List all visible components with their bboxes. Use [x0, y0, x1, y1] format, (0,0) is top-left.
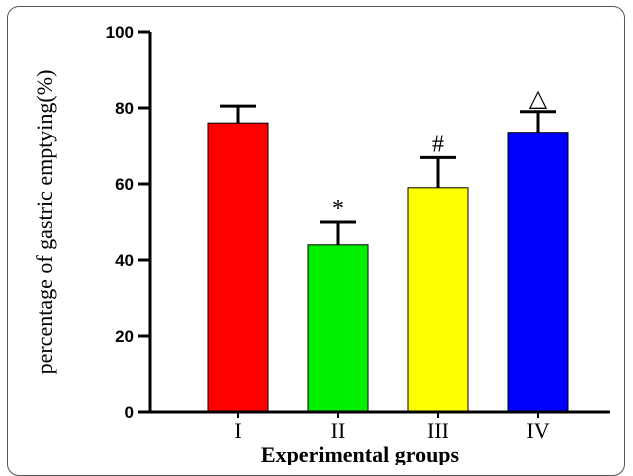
- y-axis-ticks: 0 20 40 60 80 100: [106, 23, 150, 422]
- y-tick-label: 20: [115, 327, 134, 346]
- bars: [207, 122, 569, 413]
- y-tick-label: 40: [115, 251, 134, 270]
- x-axis-title: Experimental groups: [261, 442, 460, 465]
- bar-IV: [507, 132, 569, 413]
- bar-II: [307, 244, 369, 413]
- x-tick-label-I: I: [234, 418, 241, 443]
- significance-mark-III: #: [432, 131, 444, 157]
- x-tick-label-IV: IV: [526, 418, 549, 443]
- y-tick-label: 60: [115, 175, 134, 194]
- significance-mark-II: *: [332, 196, 344, 222]
- bar-III: [407, 187, 469, 413]
- y-tick-label: 80: [115, 99, 134, 118]
- bar-I: [207, 122, 269, 413]
- x-axis-category-labels: I II III IV: [234, 412, 550, 443]
- y-tick-label: 100: [106, 23, 134, 42]
- y-axis-title: percentage of gastric emptying(%): [32, 70, 57, 375]
- x-tick-label-II: II: [331, 418, 346, 443]
- significance-marks: * # △: [332, 86, 548, 222]
- error-bars: [220, 104, 556, 245]
- significance-mark-IV: △: [529, 86, 548, 112]
- x-tick-label-III: III: [427, 418, 449, 443]
- y-tick-label: 0: [125, 403, 134, 422]
